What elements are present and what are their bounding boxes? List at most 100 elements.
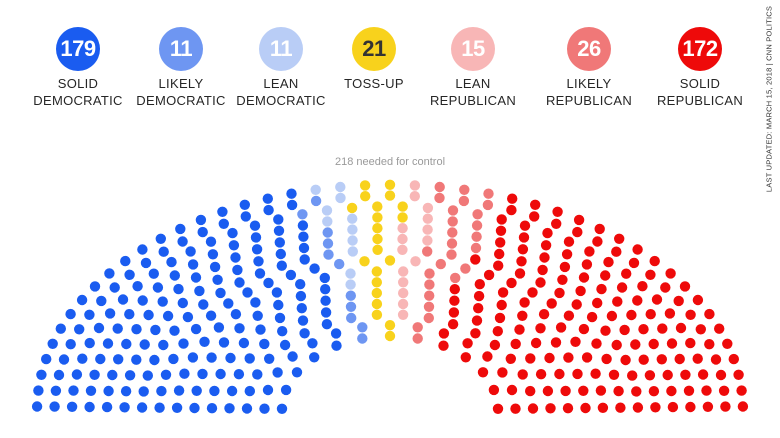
seat-dot — [346, 202, 358, 214]
seat-dot — [156, 385, 167, 397]
seat-dot — [357, 322, 368, 333]
seat-dot — [71, 369, 83, 380]
seat-dot — [93, 322, 105, 334]
legend-label-line1: LEAN — [455, 76, 491, 91]
seat-dot — [664, 308, 676, 319]
seat-dot — [142, 370, 153, 381]
seat-dot — [447, 205, 459, 216]
seat-dot — [157, 296, 168, 307]
seat-dot — [578, 272, 590, 283]
seat-dot — [276, 403, 288, 414]
seat-dot — [171, 402, 183, 413]
seat-dot — [36, 369, 47, 380]
seat-dot — [206, 352, 217, 363]
seat-dot — [320, 307, 332, 318]
legend-label-line1: SOLID — [57, 76, 99, 91]
seat-dot — [173, 283, 184, 295]
seat-dot — [195, 214, 207, 226]
legend-item: 21 TOSS-UP — [314, 27, 434, 92]
seat-dot — [631, 386, 642, 397]
seat-dot — [397, 201, 408, 212]
seat-dot — [550, 337, 562, 348]
seat-dot — [253, 256, 264, 267]
seat-dot — [323, 249, 334, 260]
seat-dot — [702, 401, 714, 412]
seat-dot — [225, 352, 236, 364]
seat-dot — [704, 308, 715, 320]
seat-dot — [619, 324, 630, 336]
legend-label: LEAN REPUBLICAN — [413, 75, 533, 109]
seat-dot — [205, 310, 217, 321]
seat-dot — [319, 272, 330, 284]
legend-item: 179 SOLID DEMOCRATIC — [18, 27, 138, 109]
seat-dot — [249, 220, 261, 231]
seat-dot — [460, 263, 471, 274]
seat-dot — [620, 354, 631, 366]
seat-dot — [679, 281, 691, 292]
seat-dot — [224, 403, 235, 414]
seat-dot — [665, 268, 676, 279]
legend-label-line2: REPUBLICAN — [545, 93, 633, 108]
seat-dot — [226, 385, 238, 397]
seat-dot — [347, 246, 358, 257]
seat-dot — [263, 277, 274, 289]
legend-label: SOLID DEMOCRATIC — [18, 75, 138, 109]
seat-dot — [616, 282, 628, 293]
seat-dot — [448, 307, 460, 318]
seat-dot — [255, 324, 266, 335]
seat-dot — [177, 236, 188, 247]
seat-dot — [143, 309, 154, 321]
seat-dot — [285, 269, 297, 281]
seat-dot — [232, 264, 243, 276]
seat-dot — [33, 385, 44, 396]
seat-dot — [482, 199, 494, 211]
seat-dot — [554, 368, 565, 380]
seat-dot — [238, 337, 250, 349]
seat-dot — [124, 370, 136, 381]
legend-label: TOSS-UP — [314, 75, 434, 92]
seat-dot — [345, 268, 356, 279]
seat-dot — [562, 403, 574, 414]
seat-dot — [544, 352, 555, 364]
seat-dot — [321, 319, 333, 330]
seat-dot — [254, 268, 266, 279]
seat-dot — [113, 354, 124, 365]
seat-dot — [262, 193, 273, 204]
seat-dot — [578, 323, 590, 335]
seat-dot — [309, 352, 320, 363]
seat-dot — [175, 223, 186, 235]
seat-dot — [586, 311, 598, 323]
seat-dot — [422, 213, 433, 224]
seat-dot — [674, 353, 685, 365]
seat-dot — [137, 295, 148, 306]
legend-label-line1: LIKELY — [158, 76, 204, 91]
seat-dot — [384, 190, 396, 201]
legend-label-line1: TOSS-UP — [344, 76, 404, 91]
seat-dot — [611, 246, 622, 257]
seat-dot — [596, 283, 607, 295]
seat-dot — [422, 235, 433, 246]
seat-dot — [96, 295, 107, 307]
seat-dot — [347, 235, 358, 246]
seat-dot — [518, 232, 530, 243]
seat-dot — [162, 310, 174, 322]
seat-dot — [65, 308, 76, 320]
seat-dot — [649, 255, 660, 267]
seat-dot — [722, 338, 733, 349]
legend-count-badge: 172 — [678, 27, 722, 71]
seat-dot — [322, 227, 333, 238]
seat-dot — [477, 367, 489, 378]
seat-dot — [563, 236, 575, 247]
seat-dot — [559, 261, 571, 273]
seat-dot — [53, 369, 65, 381]
legend-label-line2: DEMOCRATIC — [33, 93, 123, 108]
legend-item: 26 LIKELY REPUBLICAN — [529, 27, 649, 109]
seat-dot — [656, 354, 667, 365]
seat-dot — [600, 270, 611, 281]
seat-dot — [458, 195, 470, 207]
seat-dot — [525, 385, 536, 397]
seat-dot — [215, 368, 226, 380]
seat-dot — [516, 256, 527, 267]
legend-item: 11 LIKELY DEMOCRATIC — [121, 27, 241, 109]
seat-dot — [494, 248, 505, 260]
